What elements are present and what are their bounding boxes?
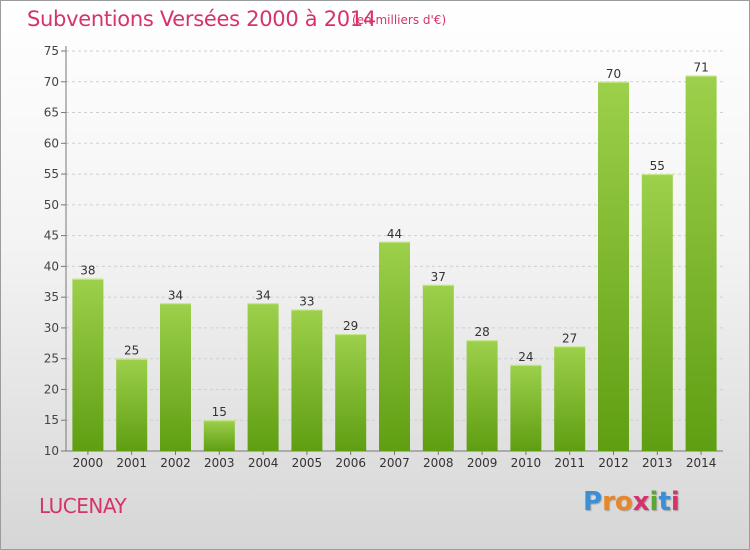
- x-tick-label: 2011: [554, 456, 585, 470]
- x-tick-label: 2010: [511, 456, 542, 470]
- y-tick-label: 65: [44, 106, 59, 120]
- bar-2001: [116, 358, 148, 451]
- data-label: 25: [124, 344, 139, 358]
- y-tick-label: 55: [44, 167, 59, 181]
- y-tick-label: 45: [44, 229, 59, 243]
- x-tick-label: 2003: [204, 456, 235, 470]
- bar-2000: [72, 278, 104, 451]
- x-tick-label: 2014: [686, 456, 717, 470]
- y-tick-labels: 10 15 20 25 30 35 40 45 50 55 60 65 70 75: [44, 44, 66, 458]
- x-tick-label: 2013: [642, 456, 673, 470]
- logo-letter: P: [583, 487, 603, 517]
- data-labels: 38 25 34 15 34 33 29 44 37 28 24 27 70 55 71: [80, 61, 708, 420]
- y-tick-label: 30: [44, 321, 59, 335]
- y-tick-label: 35: [44, 290, 59, 304]
- bar-2008: [422, 284, 454, 451]
- y-tick-label: 10: [44, 444, 59, 458]
- bars: [72, 75, 717, 452]
- logo-letter: i: [649, 487, 659, 517]
- chart-title: Subventions Versées 2000 à 2014: [27, 7, 376, 31]
- proxiti-logo[interactable]: Proxiti: [583, 487, 680, 517]
- logo-letter: r: [602, 487, 615, 517]
- bar-2005: [291, 309, 323, 451]
- x-tick-label: 2012: [598, 456, 629, 470]
- data-label: 33: [299, 294, 314, 308]
- bar-2003: [203, 420, 235, 451]
- x-tick-label: 2000: [73, 456, 104, 470]
- logo-letter: x: [632, 487, 650, 517]
- logo-letter: t: [658, 487, 671, 517]
- bar-2009: [466, 340, 498, 451]
- data-label: 71: [693, 61, 708, 75]
- bar-2012: [598, 81, 629, 452]
- x-tick-label: 2006: [335, 456, 366, 470]
- data-label: 38: [80, 264, 95, 278]
- bar-2013: [641, 174, 673, 452]
- chart-subtitle: (en milliers d'€): [352, 13, 447, 27]
- y-tick-label: 25: [44, 352, 59, 366]
- data-label: 29: [343, 319, 358, 333]
- data-label: 34: [255, 288, 270, 302]
- bar-2004: [247, 303, 279, 451]
- logo-letter: i: [670, 487, 680, 517]
- x-tick-label: 2007: [379, 456, 410, 470]
- bar-2002: [160, 303, 191, 451]
- bar-2006: [335, 334, 367, 451]
- data-label: 27: [562, 331, 577, 345]
- data-label: 34: [168, 288, 183, 302]
- x-tick-label: 2002: [160, 456, 191, 470]
- y-tick-label: 20: [44, 382, 59, 396]
- x-tick-labels: 2000 2001 2002 2003 2004 2005 2006 2007 2008 2009…: [73, 451, 717, 470]
- bar-2011: [554, 346, 586, 451]
- bar-2010: [510, 364, 542, 451]
- data-label: 44: [387, 227, 402, 241]
- x-tick-label: 2008: [423, 456, 454, 470]
- bar-2007: [379, 241, 410, 451]
- x-tick-label: 2009: [467, 456, 498, 470]
- y-tick-label: 60: [44, 136, 59, 150]
- city-name: LUCENAY: [39, 494, 127, 518]
- x-tick-label: 2001: [116, 456, 147, 470]
- x-tick-label: 2004: [248, 456, 279, 470]
- data-label: 70: [606, 67, 621, 81]
- y-tick-label: 40: [44, 259, 59, 273]
- y-tick-label: 50: [44, 198, 59, 212]
- data-label: 55: [650, 159, 665, 173]
- x-tick-label: 2005: [292, 456, 323, 470]
- data-label: 15: [212, 405, 227, 419]
- data-label: 28: [474, 325, 489, 339]
- logo-letter: o: [614, 487, 633, 517]
- y-tick-label: 15: [44, 413, 59, 427]
- y-tick-label: 75: [44, 44, 59, 58]
- data-label: 37: [431, 270, 446, 284]
- y-tick-label: 70: [44, 75, 59, 89]
- bar-2014: [685, 75, 717, 451]
- data-label: 24: [518, 350, 533, 364]
